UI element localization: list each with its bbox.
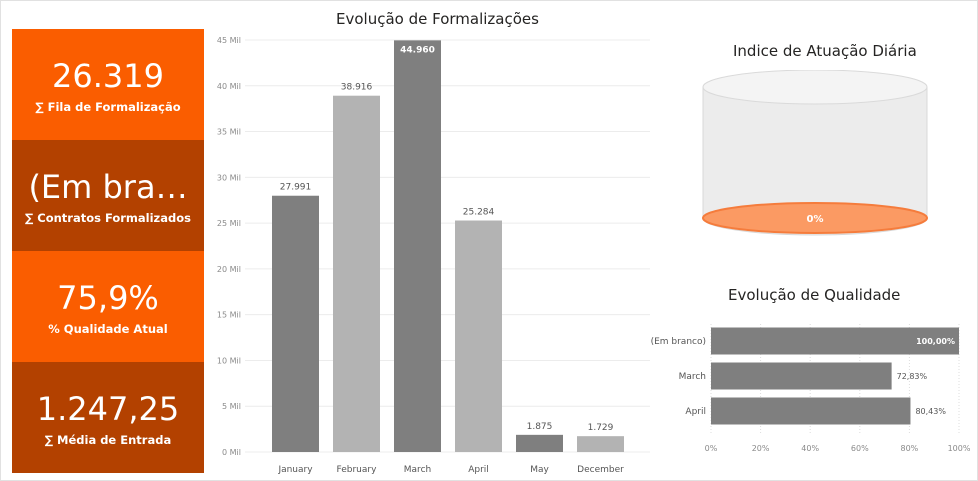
bar [455,220,502,452]
bar [272,195,319,452]
bar [711,397,911,425]
cylinder-fill [702,202,928,234]
x-tick-label: February [337,465,378,475]
kpi-card-media[interactable]: 1.247,25 ∑ Média de Entrada [12,362,204,473]
data-label: 27.991 [280,183,312,193]
x-tick-label: April [468,465,489,475]
cylinder-gauge[interactable]: 0% [695,70,935,240]
kpi-card-contratos[interactable]: (Em bra… ∑ Contratos Formalizados [12,140,204,251]
y-tick-label: 40 Mil [217,82,241,91]
bar [394,40,441,453]
bar [333,95,380,453]
data-label: 72,83% [897,372,928,381]
data-label: 25.284 [463,208,495,218]
kpi-value: 75,9% [57,279,159,317]
x-tick-label: 0% [705,444,718,453]
gauge-value: 0% [807,214,824,225]
category-label: (Em branco) [651,337,706,347]
data-label: 1.729 [588,423,614,433]
bar [516,434,563,452]
bar [711,327,959,355]
kpi-card-qualidade[interactable]: 75,9% % Qualidade Atual [12,251,204,362]
kpi-label: ∑ Média de Entrada [44,433,172,447]
formalizacoes-chart[interactable]: 0 Mil 5 Mil 10 Mil 15 Mil 20 Mil 25 Mil 30 Mil… [210,30,650,480]
data-label: 80,43% [915,407,946,416]
x-tick-label: 100% [948,444,970,453]
data-label: 44.960 [400,45,435,55]
y-tick-label: 0 Mil [222,448,241,457]
qualidade-chart[interactable]: 0% 20% 40% 60% 80% 100% (Em branco) 100,00% Marc… [640,320,970,470]
x-tick-label: March [404,465,431,475]
data-label: 1.875 [527,422,553,432]
x-tick-label: 20% [752,444,770,453]
x-tick-label: 40% [801,444,819,453]
x-tick-label: May [530,465,549,475]
x-tick-label: January [277,465,313,475]
kpi-card-fila[interactable]: 26.319 ∑ Fila de Formalização [12,29,204,140]
x-tick-label: 60% [851,444,869,453]
cylinder-top [702,70,928,105]
bar [577,436,624,452]
category-label: March [679,372,706,382]
x-tick-label: December [577,465,624,475]
kpi-label: ∑ Fila de Formalização [35,100,181,114]
kpi-value: (Em bra… [28,168,188,206]
y-tick-label: 15 Mil [217,311,241,320]
y-tick-label: 10 Mil [217,356,241,365]
y-tick-label: 5 Mil [222,402,241,411]
y-tick-label: 20 Mil [217,265,241,274]
kpi-value: 26.319 [52,57,164,95]
x-tick-label: 80% [901,444,919,453]
y-tick-label: 25 Mil [217,219,241,228]
kpi-value: 1.247,25 [36,390,180,428]
formalizacoes-chart-title: Evolução de Formalizações [336,10,539,28]
y-tick-label: 30 Mil [217,173,241,182]
y-tick-label: 45 Mil [217,36,241,45]
bar [711,362,892,390]
data-label: 38.916 [341,83,373,93]
qualidade-chart-title: Evolução de Qualidade [728,286,901,304]
y-tick-label: 35 Mil [217,128,241,137]
category-label: April [685,407,706,417]
kpi-label: % Qualidade Atual [48,322,168,336]
kpi-label: ∑ Contratos Formalizados [25,211,191,225]
kpi-cards: 26.319 ∑ Fila de Formalização (Em bra… ∑… [12,29,204,473]
data-label: 100,00% [916,337,955,346]
gauge-title: Indice de Atuação Diária [733,42,917,60]
